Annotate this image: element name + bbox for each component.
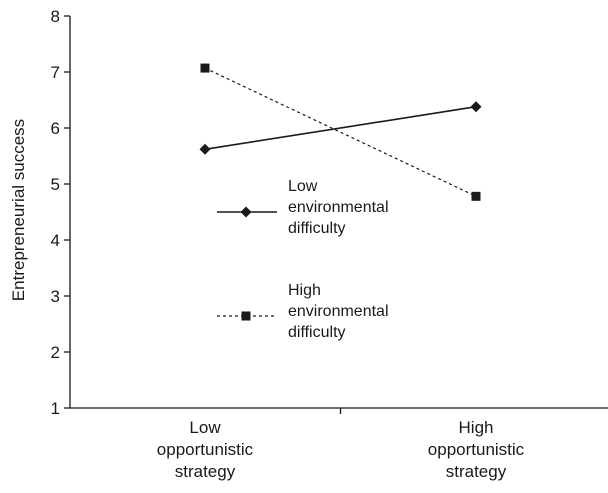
y-axis-ticks: 1 2 3 4 5 6 7 8 [51,7,70,418]
x-category-label-line: strategy [175,462,236,481]
legend-label-1: Low environmental difficulty [288,178,389,237]
x-category-label-line: opportunistic [428,440,525,459]
y-tick-label: 5 [51,175,60,194]
series-1-point [470,101,482,113]
y-tick-label: 1 [51,399,60,418]
chart-legend: Low environmental difficulty High environmen… [217,178,389,341]
y-tick-label: 7 [51,63,60,82]
x-category-label-line: strategy [446,462,507,481]
y-tick-label: 3 [51,287,60,306]
series-2-point [471,191,481,201]
legend-label-line: High [288,282,321,299]
y-axis-title: Entrepreneurial success [9,119,28,301]
x-category-label-line: opportunistic [157,440,254,459]
x-category-label: Low opportunistic strategy [157,418,254,481]
chart-axes [69,16,608,414]
series-2-point [200,63,210,73]
legend-label-2: High environmental difficulty [288,282,389,341]
y-tick-label: 4 [51,231,60,250]
series-line-2 [204,67,477,197]
x-category-label-line: Low [189,418,221,437]
legend-swatch-marker-2 [241,311,251,321]
y-tick-label: 6 [51,119,60,138]
y-tick-label: 2 [51,343,60,362]
series-1-point [199,143,211,155]
x-category-label: High opportunistic strategy [428,418,525,481]
y-tick-label: 8 [51,7,60,26]
series-line-1 [204,105,477,151]
legend-label-line: Low [288,178,318,195]
chart-series [199,63,482,201]
x-axis-categories: Low opportunistic strategy High opportunisti… [157,418,525,481]
legend-label-line: difficulty [288,324,346,341]
legend-label-line: difficulty [288,220,346,237]
x-category-label-line: High [459,418,494,437]
legend-swatch-marker-1 [240,206,252,218]
legend-label-line: environmental [288,303,389,320]
legend-label-line: environmental [288,199,389,216]
